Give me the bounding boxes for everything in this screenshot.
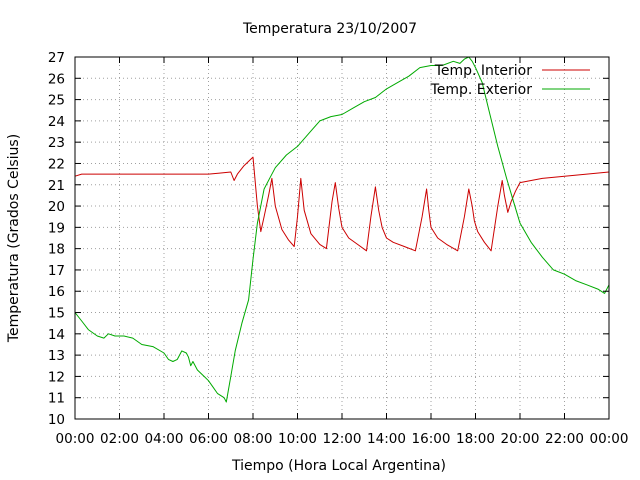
- y-tick-label: 22: [48, 156, 65, 172]
- x-tick-label: 04:00: [145, 431, 184, 447]
- x-tick-label: 18:00: [456, 431, 495, 447]
- y-tick-label: 25: [48, 93, 65, 109]
- y-tick-label: 10: [48, 412, 65, 428]
- series-lines: [74, 56, 610, 403]
- series-line-exterior: [74, 56, 610, 403]
- y-tick-label: 18: [48, 242, 65, 258]
- x-tick-label: 00:00: [56, 431, 95, 447]
- y-tick-label: 21: [48, 178, 65, 194]
- legend: Temp. Interior Temp. Exterior: [430, 63, 590, 98]
- y-tick-label: 26: [48, 71, 65, 87]
- x-tick-label: 10:00: [278, 431, 317, 447]
- y-tick-label: 14: [48, 327, 65, 343]
- y-tick-label: 13: [48, 348, 65, 364]
- y-tick-label: 12: [48, 369, 65, 385]
- x-tick-labels: 00:00 02:00 04:00 06:00 08:00 10:00 12:00 14:00…: [56, 431, 629, 447]
- grid: [75, 57, 609, 419]
- y-tick-label: 24: [48, 114, 65, 130]
- y-tick-labels: 10 11 12 13 14 15 16 17 18 19 20 21 22 23 24 25 26 27: [48, 50, 65, 428]
- legend-label-interior: Temp. Interior: [434, 63, 533, 79]
- y-tick-label: 27: [48, 50, 65, 66]
- x-tick-label: 20:00: [501, 431, 540, 447]
- x-tick-label: 16:00: [412, 431, 451, 447]
- x-tick-label: 22:00: [545, 431, 584, 447]
- x-tick-label: 08:00: [234, 431, 273, 447]
- y-tick-label: 11: [48, 391, 65, 407]
- series-line-interior: [74, 156, 610, 252]
- x-tick-label: 00:00: [590, 431, 629, 447]
- y-tick-label: 20: [48, 199, 65, 215]
- axis-ticks: [74, 56, 610, 420]
- y-tick-label: 17: [48, 263, 65, 279]
- chart-title: Temperatura 23/10/2007: [242, 21, 417, 37]
- x-tick-label: 12:00: [323, 431, 362, 447]
- y-tick-label: 19: [48, 220, 65, 236]
- y-tick-label: 16: [48, 284, 65, 300]
- x-tick-label: 06:00: [189, 431, 228, 447]
- x-tick-label: 02:00: [100, 431, 139, 447]
- x-tick-label: 14:00: [367, 431, 406, 447]
- y-tick-label: 15: [48, 306, 65, 322]
- y-axis-title: Temperatura (Grados Celsius): [6, 134, 22, 343]
- y-tick-label: 23: [48, 135, 65, 151]
- x-axis-title: Tiempo (Hora Local Argentina): [231, 458, 446, 474]
- legend-label-exterior: Temp. Exterior: [430, 82, 533, 98]
